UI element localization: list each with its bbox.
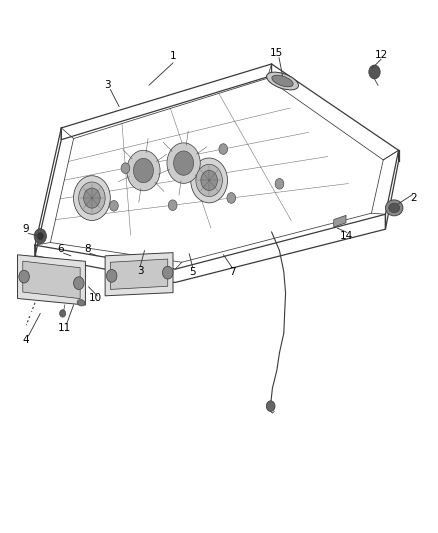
Circle shape: [219, 144, 228, 155]
Text: 2: 2: [410, 193, 417, 203]
Text: 3: 3: [104, 80, 111, 90]
Circle shape: [84, 188, 100, 208]
Text: 12: 12: [374, 50, 388, 60]
Circle shape: [369, 65, 380, 79]
Polygon shape: [23, 261, 80, 298]
Circle shape: [173, 151, 194, 175]
Circle shape: [168, 200, 177, 211]
Circle shape: [110, 200, 118, 211]
Ellipse shape: [389, 203, 399, 213]
Circle shape: [74, 176, 110, 221]
Circle shape: [227, 192, 236, 203]
Circle shape: [74, 277, 84, 289]
Text: 6: 6: [57, 245, 64, 254]
Circle shape: [127, 150, 160, 191]
Text: 11: 11: [58, 323, 71, 333]
Circle shape: [191, 158, 227, 203]
Polygon shape: [110, 259, 168, 289]
Circle shape: [167, 143, 200, 183]
Ellipse shape: [272, 75, 293, 87]
Text: 14: 14: [339, 231, 353, 241]
Circle shape: [196, 164, 223, 197]
Circle shape: [121, 163, 130, 174]
Circle shape: [34, 229, 46, 244]
Circle shape: [60, 310, 66, 317]
Circle shape: [37, 232, 43, 240]
Polygon shape: [105, 253, 173, 296]
Circle shape: [266, 401, 275, 411]
Text: 15: 15: [269, 49, 283, 58]
Text: 8: 8: [84, 245, 91, 254]
Text: 3: 3: [137, 266, 144, 276]
Text: 9: 9: [22, 224, 29, 234]
Circle shape: [79, 182, 105, 214]
Ellipse shape: [267, 72, 298, 90]
Text: 7: 7: [229, 267, 236, 277]
Text: 1: 1: [170, 51, 177, 61]
Ellipse shape: [385, 200, 403, 216]
Circle shape: [201, 171, 217, 190]
Circle shape: [106, 269, 117, 282]
Circle shape: [134, 158, 153, 183]
Text: 4: 4: [22, 335, 29, 344]
Polygon shape: [334, 215, 346, 227]
Circle shape: [275, 179, 284, 189]
Circle shape: [19, 270, 29, 283]
Text: 5: 5: [189, 267, 196, 277]
Ellipse shape: [77, 300, 85, 306]
Text: 10: 10: [89, 294, 102, 303]
Circle shape: [162, 266, 173, 279]
Polygon shape: [18, 255, 85, 305]
